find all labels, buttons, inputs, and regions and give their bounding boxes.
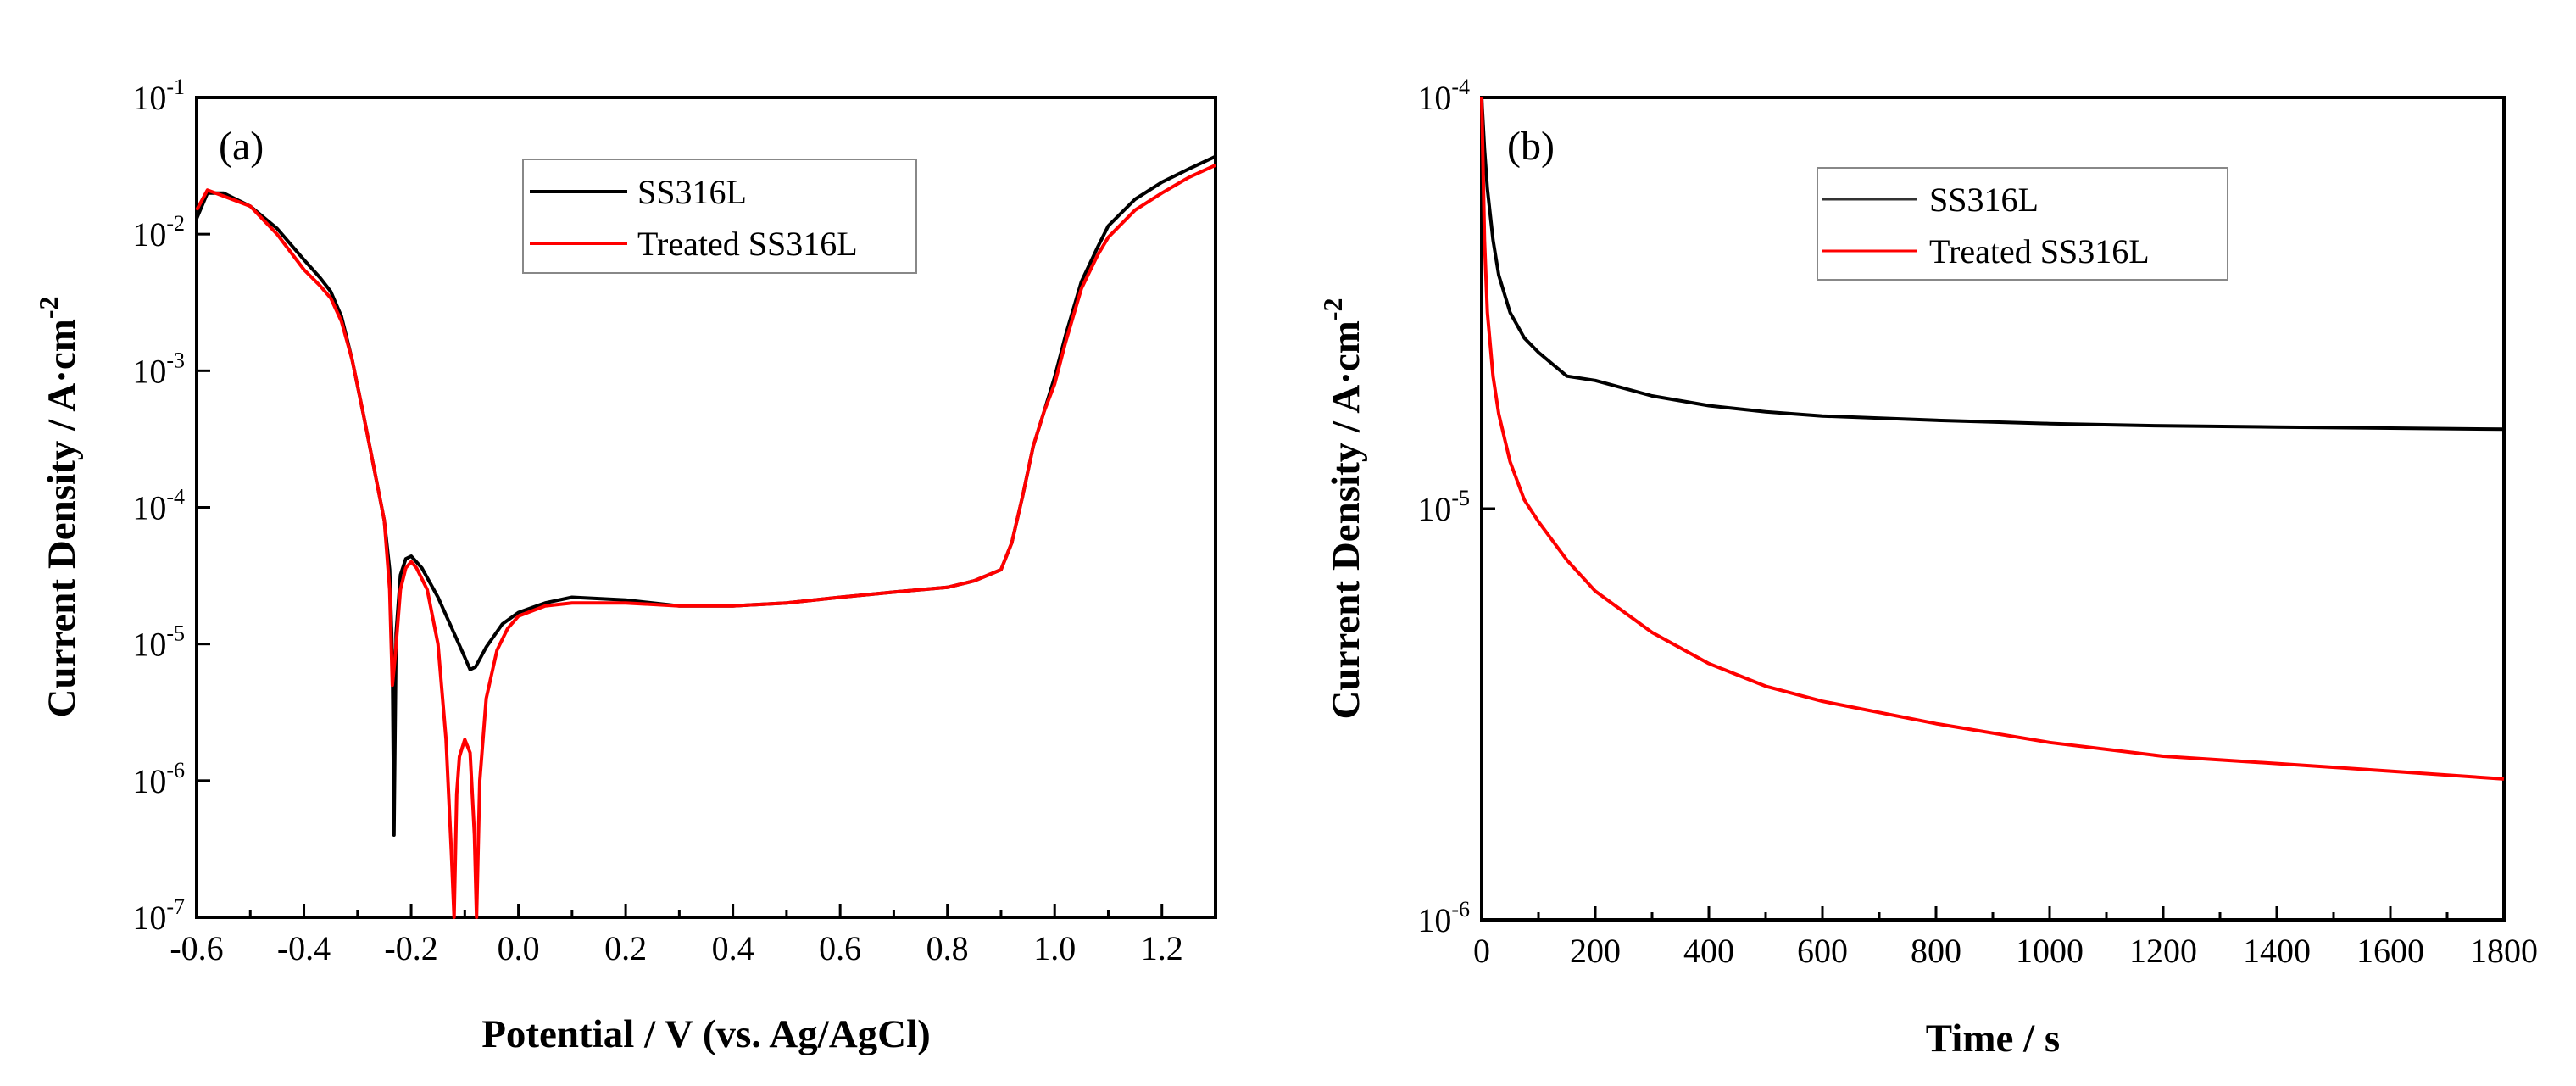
panel-b-series-0-line: [1480, 97, 2505, 432]
panel-b-x-tick-label-7: 1400: [2243, 932, 2311, 970]
panel-a-y-tick-label-6: 10-1: [132, 75, 185, 117]
panel-b-x-axis-title: Time / s: [1926, 1016, 2060, 1061]
panel-b-y-tick-label-2: 10-4: [1417, 75, 1470, 117]
panel-a-x-tick-label-7: 0.8: [926, 929, 969, 967]
panel-a-x-tick-label-3: 0.0: [498, 929, 540, 967]
panel-b-y-tick-label-1: 10-5: [1417, 486, 1470, 528]
panel-a-label: (a): [219, 124, 264, 169]
panel-b-label: (b): [1507, 124, 1555, 169]
panel-a-y-tick-label-3: 10-4: [132, 485, 185, 527]
panel-b-legend-label-1: Treated SS316L: [1929, 232, 2150, 270]
panel-a-x-tick-label-2: -0.2: [384, 929, 437, 967]
panel-b-x-axis: 0 200 400 600 800 1000 1200 1400 1600 1800: [1473, 906, 2538, 970]
panel-b-series-1-line: [1480, 97, 2505, 781]
panel-a-y-tick-label-5: 10-2: [132, 211, 185, 253]
panel-a-x-axis-title: Potential / V (vs. Ag/AgCl): [481, 1012, 931, 1056]
panel-b-legend-box: [1817, 167, 2228, 281]
panel-b-x-tick-label-2: 400: [1683, 932, 1734, 970]
panel-a-legend-label-0: SS316L: [637, 173, 747, 211]
panel-b: 0 200 400 600 800 1000 1200 1400 1600 1800 10-610…: [1317, 75, 2538, 1061]
panel-a-y-tick-label-4: 10-3: [132, 348, 185, 390]
panel-b-x-tick-label-5: 1000: [2016, 932, 2084, 970]
panel-b-y-tick-label-0: 10-6: [1417, 897, 1470, 939]
panel-b-series: [1480, 97, 2505, 781]
panel-a-legend: SS316L Treated SS316L: [522, 159, 917, 274]
panel-a-x-tick-label-4: 0.2: [604, 929, 647, 967]
panel-b-y-axis-title-group: Current Density / A·cm-2: [1317, 298, 1368, 719]
panel-b-x-tick-label-3: 600: [1797, 932, 1848, 970]
panel-b-legend: SS316L Treated SS316L: [1817, 167, 2228, 281]
panel-a-x-tick-label-1: -0.4: [277, 929, 331, 967]
panel-a-y-axis: 10-7 10-6 10-5 10-4 10-3 10-2 10-1: [132, 75, 210, 937]
panel-a-legend-box: [522, 159, 917, 274]
panel-a-x-tick-label-5: 0.4: [712, 929, 754, 967]
panel-a-x-axis: -0.6 -0.4 -0.2 0.0 0.2 0.4 0.6 0.8 1.0 1.2: [170, 904, 1183, 967]
panel-a-series: [195, 154, 1216, 919]
panel-a: -0.6 -0.4 -0.2 0.0 0.2 0.4 0.6 0.8 1.0 1.2 10-710…: [33, 75, 1217, 1056]
panel-a-x-tick-label-9: 1.2: [1141, 929, 1183, 967]
panel-b-legend-label-0: SS316L: [1929, 181, 2039, 219]
panel-b-y-axis-title-main: Current Density / A·cm: [1324, 320, 1368, 719]
panel-a-y-axis-title-group: Current Density / A·cm-2: [33, 296, 84, 717]
panel-a-x-tick-label-8: 1.0: [1033, 929, 1076, 967]
panel-a-x-tick-label-6: 0.6: [819, 929, 861, 967]
panel-a-series-1-line: [195, 163, 1216, 919]
panel-a-y-tick-label-0: 10-7: [132, 894, 185, 937]
panel-b-x-tick-label-8: 1600: [2356, 932, 2424, 970]
panel-a-legend-label-1: Treated SS316L: [637, 225, 858, 263]
panel-a-y-axis-title: Current Density / A·cm-2: [33, 296, 84, 717]
panel-a-x-tick-label-0: -0.6: [170, 929, 223, 967]
panel-a-y-tick-label-1: 10-6: [132, 758, 185, 800]
panel-b-x-tick-label-0: 0: [1473, 932, 1490, 970]
panel-b-x-tick-label-6: 1200: [2129, 932, 2197, 970]
panel-b-x-tick-label-1: 200: [1570, 932, 1621, 970]
panel-b-y-axis-title-sup: -2: [1317, 298, 1348, 320]
panel-b-y-axis-title: Current Density / A·cm-2: [1317, 298, 1368, 719]
panel-a-y-tick-label-2: 10-5: [132, 621, 185, 664]
panel-b-x-tick-label-4: 800: [1911, 932, 1961, 970]
panel-b-x-tick-label-9: 1800: [2470, 932, 2538, 970]
panel-a-y-axis-title-main: Current Density / A·cm: [40, 319, 84, 717]
panel-b-y-axis: 10-6 10-5 10-4: [1417, 75, 1495, 939]
panel-a-y-axis-title-sup: -2: [33, 296, 64, 319]
